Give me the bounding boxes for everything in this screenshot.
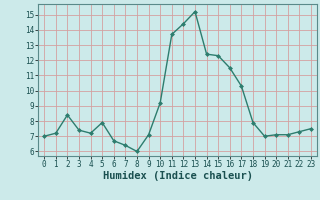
X-axis label: Humidex (Indice chaleur): Humidex (Indice chaleur) [103, 171, 252, 181]
